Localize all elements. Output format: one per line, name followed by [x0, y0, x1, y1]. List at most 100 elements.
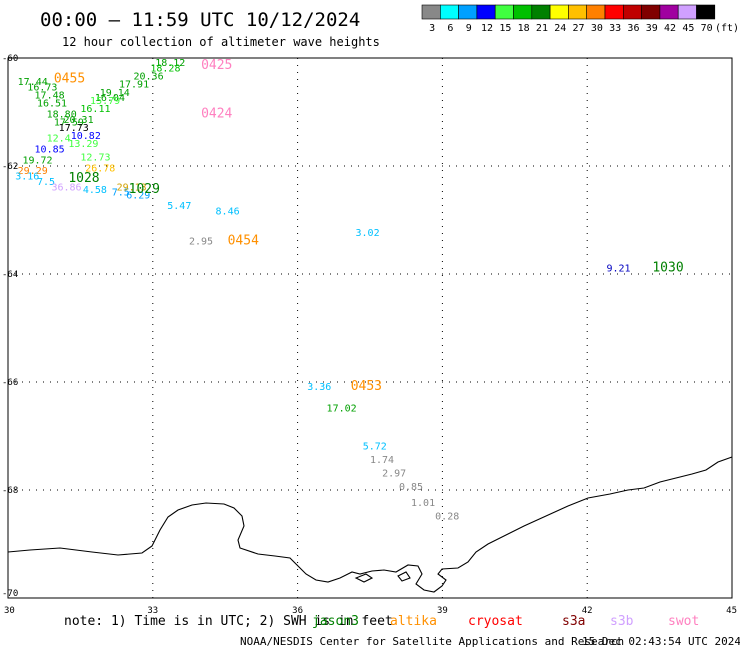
legend-label: 36 — [627, 23, 639, 34]
map-title: 00:00 – 11:59 UTC 10/12/2024 — [40, 9, 360, 31]
swh-observation: 16.11 — [80, 104, 110, 115]
legend-swatch — [531, 4, 551, 20]
swh-observation: 5.72 — [363, 442, 387, 453]
satellite-key-item: s3b — [610, 614, 634, 629]
legend-label: 33 — [609, 23, 621, 34]
swh-observation: 19.72 — [22, 155, 52, 166]
legend-swatch — [641, 4, 661, 20]
legend-swatch — [458, 4, 478, 20]
legend-swatch — [659, 4, 679, 20]
pass-time-label: 0454 — [228, 233, 259, 248]
legend-label: 70 — [701, 23, 713, 34]
swh-observation: 26.78 — [85, 163, 115, 174]
legend-swatch — [622, 4, 642, 20]
swh-observation: 18.28 — [150, 64, 180, 75]
y-tick-label: -70 — [2, 589, 18, 599]
swh-observation: 20.31 — [64, 115, 94, 126]
swh-observation: 0.28 — [435, 512, 459, 523]
pass-time-label: 0453 — [351, 379, 382, 394]
legend-swatch — [476, 4, 496, 20]
coast-islet — [397, 571, 411, 582]
legend-swatch — [696, 4, 716, 20]
x-tick-label: 36 — [292, 606, 303, 616]
swh-observation: 16.04 — [95, 93, 125, 104]
legend-label: 45 — [682, 23, 694, 34]
swh-observation: 17.91 — [119, 80, 149, 91]
map-frame — [7, 57, 733, 599]
legend-label: 15 — [499, 23, 511, 34]
swh-observation: 17.48 — [35, 91, 65, 102]
swh-observation: 2.97 — [382, 469, 406, 480]
pass-time-label: 0424 — [201, 106, 232, 121]
legend-swatch — [494, 4, 514, 20]
swh-observation: 7.5 — [37, 177, 55, 188]
legend-swatch — [677, 4, 697, 20]
x-tick-label: 42 — [582, 606, 593, 616]
swh-observation: 4.58 — [83, 185, 107, 196]
y-tick-label: -68 — [2, 486, 18, 496]
legend-label: 24 — [554, 23, 566, 34]
legend-label: 39 — [646, 23, 658, 34]
swh-observation: 20.36 — [133, 72, 163, 83]
swh-observation: 29.29 — [18, 166, 48, 177]
coast-inlet — [354, 573, 374, 583]
legend-label: 30 — [591, 23, 603, 34]
x-tick-label: 30 — [4, 606, 15, 616]
swh-observation: 17.44 — [18, 77, 48, 88]
satellite-key-item: altika — [390, 614, 437, 629]
swh-observation: 5.47 — [167, 201, 191, 212]
swh-observation: 1.74 — [370, 455, 394, 466]
legend: 3 6 9 12 15 18 21 24 27 30 33 36 39 42 45 70 — [421, 4, 716, 34]
legend-swatch — [604, 4, 624, 20]
swh-observation: 36.86 — [51, 182, 81, 193]
pass-time-label: 0455 — [54, 71, 85, 86]
swh-observation: 1.01 — [411, 498, 435, 509]
legend-swatch — [513, 4, 533, 20]
pass-labels: 0425 0455 0424 1028 1029 0454 1030 0453 — [54, 58, 684, 394]
swh-observation: 13.29 — [68, 139, 98, 150]
antarctic-coastline — [7, 456, 733, 593]
y-tick-label: -64 — [2, 270, 18, 280]
swh-observation: 17.59 — [54, 118, 84, 129]
legend-label: 27 — [573, 23, 585, 34]
footer-note: note: 1) Time is in UTC; 2) SWH is in fe… — [64, 614, 393, 629]
y-tick-label: -60 — [2, 54, 18, 64]
x-tick-label: 39 — [437, 606, 448, 616]
satellite-key: jason3 altika cryosat s3a s3b swot — [312, 614, 699, 629]
legend-swatch — [421, 4, 441, 20]
swh-observation: 18.80 — [47, 109, 77, 120]
legend-swatch — [439, 4, 459, 20]
swh-observation: 7.5 — [112, 188, 130, 199]
y-tick-label: -62 — [2, 162, 18, 172]
legend-swatch — [549, 4, 569, 20]
legend-swatch — [568, 4, 588, 20]
legend-label: 3 — [429, 23, 435, 34]
pass-time-label: 1030 — [652, 260, 683, 275]
legend-label: 18 — [518, 23, 530, 34]
x-tick-label: 33 — [147, 606, 158, 616]
legend-swatch — [586, 4, 606, 20]
swh-observation: 9.21 — [607, 263, 631, 274]
swh-observation: 12.73 — [80, 153, 110, 164]
legend-label: 12 — [481, 23, 493, 34]
swh-observation: 10.85 — [35, 145, 65, 156]
legend-label: 9 — [466, 23, 472, 34]
swh-observation: 15.79 — [90, 96, 120, 107]
x-tick-label: 45 — [726, 606, 737, 616]
swh-observation: 6.29 — [126, 190, 150, 201]
satellite-key-item: s3a — [562, 614, 585, 629]
swh-observation: 29.13 — [117, 182, 147, 193]
legend-unit: (ft) — [715, 23, 739, 34]
swh-observation: 2.95 — [189, 236, 213, 247]
swh-observation: 17.73 — [59, 123, 89, 134]
legend-label: 42 — [664, 23, 676, 34]
y-axis-ticks: -60 -62 -64 -66 -68 -70 — [2, 54, 18, 599]
swh-observation: 0.85 — [399, 482, 423, 493]
map-subtitle: 12 hour collection of altimeter wave hei… — [62, 35, 380, 49]
pass-time-label: 0425 — [201, 58, 232, 73]
graticule — [8, 58, 732, 598]
x-axis-ticks: 30 33 36 39 42 45 — [4, 606, 737, 616]
swh-observation: 16.73 — [27, 82, 57, 93]
pass-time-label: 1028 — [68, 171, 99, 186]
